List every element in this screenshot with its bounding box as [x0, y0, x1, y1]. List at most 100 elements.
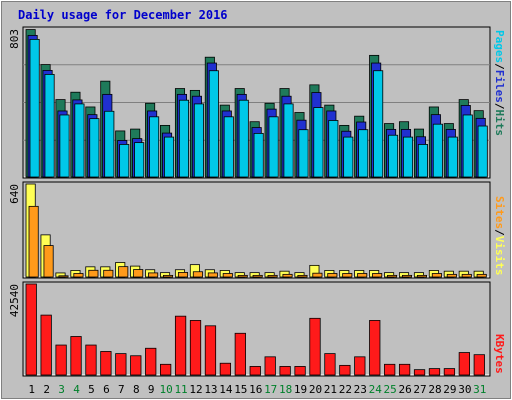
- bar-sites-day-10: [163, 274, 174, 278]
- legend-text: KBytes: [493, 334, 506, 374]
- legend-text: Sites/Visits: [493, 196, 506, 276]
- bar-kbytes-day-13: [204, 325, 217, 376]
- x-tick-label: 8: [133, 383, 140, 396]
- bar-sites-day-11: [177, 272, 189, 278]
- bar-kbytes-day-24: [369, 320, 381, 376]
- bar-pages-day-25: [388, 134, 399, 178]
- bar-sites-day-17: [267, 274, 278, 278]
- bar-kbytes-day-31: [473, 354, 485, 376]
- bar-pages-day-14: [223, 116, 234, 178]
- x-tick-label: 27: [413, 383, 426, 396]
- bar-pages-day-9: [149, 116, 160, 178]
- bar-kbytes-day-21: [324, 353, 336, 376]
- legend-item: Visits: [493, 236, 506, 276]
- x-tick-label: 23: [354, 383, 367, 396]
- bar-sites-day-20: [312, 272, 323, 278]
- bar-sites-day-5: [88, 269, 99, 278]
- bar-pages-day-4: [74, 103, 85, 178]
- x-tick-label: 21: [324, 383, 337, 396]
- bar-kbytes-day-28: [428, 368, 441, 376]
- bar-sites-day-4: [73, 273, 84, 278]
- bar-kbytes-day-14: [219, 362, 232, 376]
- bar-kbytes-day-15: [234, 332, 246, 376]
- bar-kbytes-day-1: [25, 283, 37, 376]
- bar-pages-day-17: [268, 116, 279, 178]
- x-tick-label: 28: [428, 383, 441, 396]
- bar-kbytes-day-29: [443, 368, 456, 376]
- bar-pages-day-26: [402, 136, 414, 178]
- bar-kbytes-day-8: [130, 355, 142, 376]
- bar-kbytes-day-9: [145, 347, 157, 376]
- legend-item: Sites: [493, 196, 506, 229]
- bar-sites-day-22: [342, 273, 353, 278]
- bar-pages-day-15: [238, 99, 249, 178]
- bar-kbytes-day-17: [264, 356, 276, 376]
- bar-kbytes-day-25: [384, 363, 396, 376]
- y-max-label: 42540: [8, 284, 21, 317]
- x-tick-label: 12: [189, 383, 202, 396]
- bar-pages-day-2: [44, 74, 55, 178]
- bar-pages-day-1: [29, 38, 40, 178]
- bar-sites-day-3: [58, 275, 69, 278]
- bar-sites-day-14: [222, 273, 233, 278]
- bar-sites-day-15: [237, 274, 248, 278]
- bar-kbytes-day-12: [189, 320, 202, 376]
- bar-pages-day-7: [119, 144, 130, 178]
- bar-sites-day-28: [431, 273, 442, 278]
- bar-sites-day-18: [282, 273, 293, 278]
- legend-item: /: [493, 103, 506, 110]
- bar-kbytes-day-5: [85, 344, 97, 376]
- x-tick-label: 11: [174, 383, 187, 396]
- bar-sites-day-16: [252, 274, 263, 278]
- bar-pages-day-20: [313, 107, 324, 178]
- panel-mid-frame: [22, 181, 491, 279]
- bar-kbytes-day-22: [339, 364, 351, 376]
- legend-text: Pages/Files/Hits: [493, 30, 506, 136]
- x-tick-label: 19: [294, 383, 307, 396]
- x-tick-label: 31: [473, 383, 486, 396]
- bar-pages-day-16: [253, 132, 264, 178]
- bar-pages-day-29: [447, 136, 458, 178]
- bar-pages-day-3: [59, 114, 70, 178]
- bar-sites-day-13: [207, 272, 218, 278]
- x-tick-label: 17: [264, 383, 277, 396]
- x-tick-label: 9: [148, 383, 155, 396]
- bar-kbytes-day-27: [413, 369, 426, 376]
- y-max-label: 803: [8, 29, 21, 49]
- x-tick-label: 18: [279, 383, 292, 396]
- bar-sites-day-30: [461, 273, 472, 278]
- x-tick-label: 6: [103, 383, 110, 396]
- x-tick-label: 30: [458, 383, 471, 396]
- x-tick-label: 7: [118, 383, 125, 396]
- bar-pages-day-5: [89, 118, 100, 178]
- x-tick-label: 25: [384, 383, 397, 396]
- legend-item: KBytes: [493, 334, 506, 374]
- bar-pages-day-13: [208, 70, 219, 178]
- bar-kbytes-day-2: [40, 314, 52, 376]
- bar-kbytes-day-23: [354, 356, 366, 376]
- x-tick-label: 10: [160, 383, 173, 396]
- x-tick-label: 1: [28, 383, 35, 396]
- bar-kbytes-day-6: [100, 351, 112, 376]
- x-tick-label: 16: [249, 383, 262, 396]
- y-max-label: 640: [8, 184, 21, 204]
- bar-pages-day-31: [477, 125, 488, 178]
- legend-item: Files: [493, 70, 506, 103]
- bar-pages-day-12: [193, 103, 204, 178]
- bar-sites-day-29: [446, 273, 457, 278]
- bar-pages-day-11: [178, 99, 190, 178]
- legend-item: Hits: [493, 110, 506, 137]
- bar-pages-day-18: [283, 103, 294, 178]
- x-tick-label: 3: [58, 383, 65, 396]
- x-tick-label: 13: [204, 383, 217, 396]
- bar-kbytes-day-18: [279, 366, 291, 376]
- bar-pages-day-22: [343, 136, 354, 178]
- x-tick-label: 14: [219, 383, 233, 396]
- bar-sites-day-23: [357, 273, 368, 278]
- bar-kbytes-day-10: [160, 363, 172, 376]
- x-tick-label: 22: [339, 383, 352, 396]
- x-tick-label: 4: [73, 383, 80, 396]
- bar-sites-day-31: [476, 273, 487, 278]
